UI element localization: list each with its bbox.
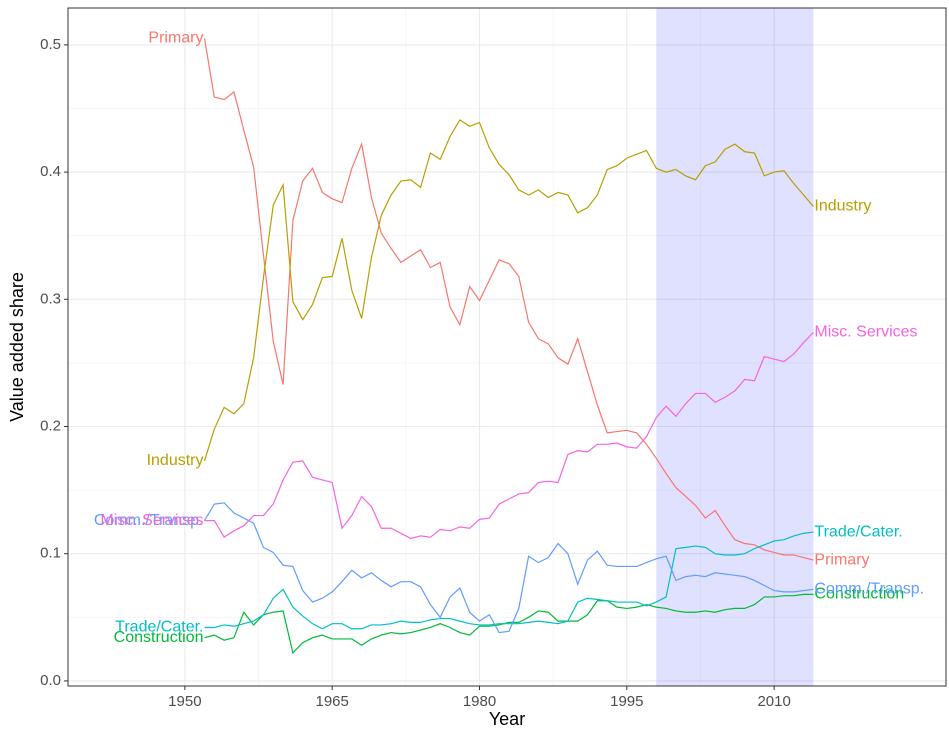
y-tick-label: 0.3	[40, 290, 61, 307]
x-tick-label: 1980	[463, 693, 496, 710]
series-end-label: Trade/Cater.	[814, 523, 902, 540]
panel-border	[67, 7, 947, 687]
series-start-label: Comm./Transp.	[94, 512, 204, 529]
x-axis-title: Year	[489, 709, 525, 729]
series-line	[204, 593, 814, 655]
y-tick-label: 0.0	[40, 672, 61, 689]
series-start-label: Industry	[147, 452, 204, 469]
x-tick-label: 2010	[757, 693, 790, 710]
x-tick-label: 1995	[610, 693, 643, 710]
series-start-label: Trade/Cater.	[115, 619, 203, 636]
series-line	[203, 119, 814, 462]
series-end-label: Construction	[814, 586, 904, 603]
y-tick-label: 0.4	[40, 163, 61, 180]
x-tick-label: 1950	[168, 693, 201, 710]
x-tick-label: 1965	[315, 693, 348, 710]
series-line	[204, 331, 814, 540]
y-axis-title: Value added share	[7, 272, 27, 422]
series-line	[203, 502, 814, 634]
series-end-label: Misc. Services	[814, 324, 917, 341]
y-tick-label: 0.1	[40, 545, 61, 562]
highlight-band	[656, 8, 814, 686]
series-start-label: Construction	[114, 629, 204, 646]
series-start-label: Misc. Services	[100, 512, 203, 529]
series-end-label: Primary	[814, 551, 869, 568]
y-tick-label: 0.5	[40, 36, 61, 53]
y-tick-label: 0.2	[40, 417, 61, 434]
series-start-label: Primary	[148, 30, 203, 47]
series-line	[203, 38, 814, 561]
series-end-label: Comm./Transp.	[814, 581, 924, 598]
series-line	[204, 531, 814, 630]
series-end-label: Industry	[814, 198, 871, 215]
